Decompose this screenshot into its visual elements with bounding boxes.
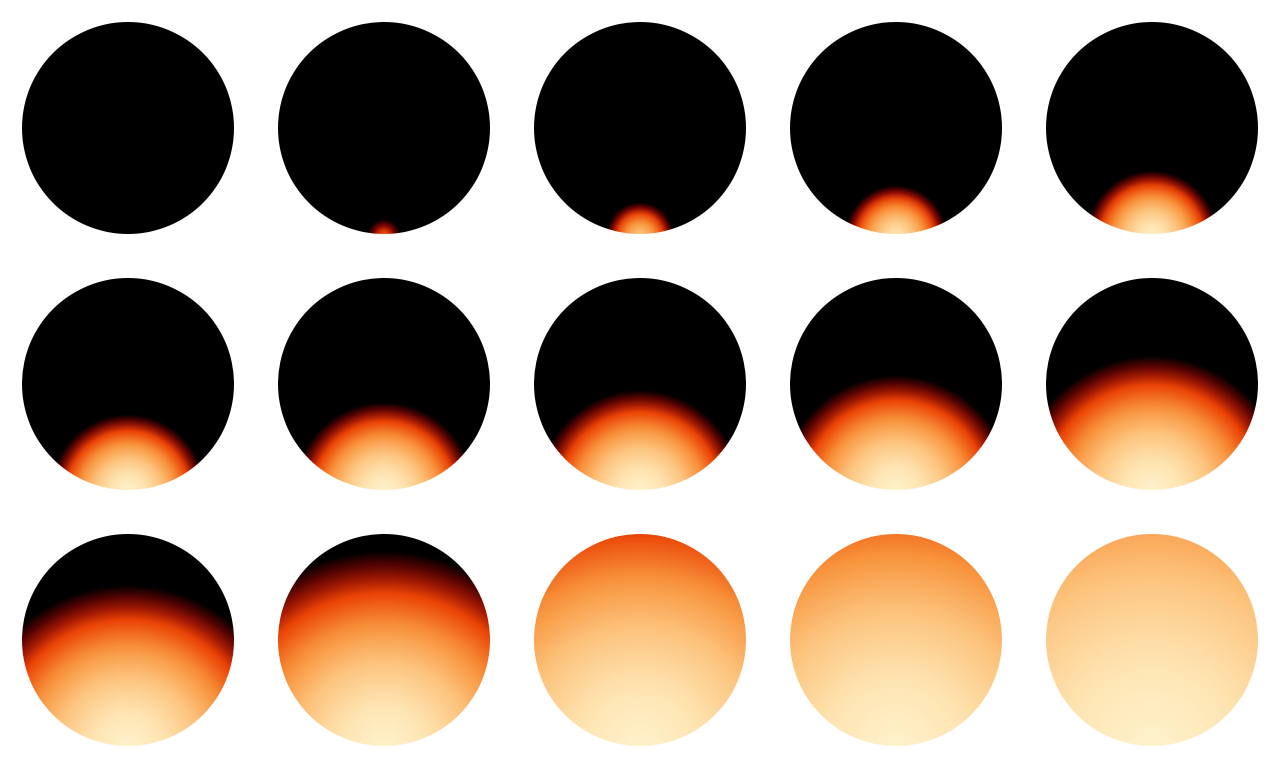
- disk-frame-11: [22, 534, 234, 746]
- disk-frame-10: [1046, 278, 1258, 490]
- disk-frame-1: [22, 22, 234, 234]
- disk-frame-15: [1046, 534, 1258, 746]
- disk-frame-7: [278, 278, 490, 490]
- disk-frame-4: [790, 22, 1002, 234]
- disk-grid: [22, 22, 1258, 746]
- disk-frame-2: [278, 22, 490, 234]
- disk-frame-9: [790, 278, 1002, 490]
- disk-frame-13: [534, 534, 746, 746]
- disk-frame-8: [534, 278, 746, 490]
- disk-frame-3: [534, 22, 746, 234]
- disk-frame-12: [278, 534, 490, 746]
- disk-frame-6: [22, 278, 234, 490]
- disk-frame-5: [1046, 22, 1258, 234]
- disk-frame-14: [790, 534, 1002, 746]
